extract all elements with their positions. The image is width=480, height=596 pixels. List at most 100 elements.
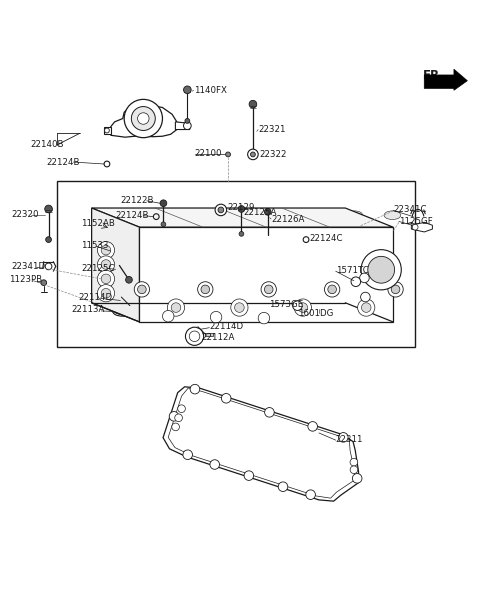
Circle shape — [391, 285, 400, 294]
Ellipse shape — [259, 217, 279, 228]
Circle shape — [189, 331, 200, 342]
Polygon shape — [175, 122, 190, 129]
Ellipse shape — [344, 240, 389, 272]
Circle shape — [134, 282, 150, 297]
Circle shape — [360, 273, 369, 283]
Bar — [184, 88, 190, 92]
Circle shape — [41, 280, 47, 285]
Bar — [57, 181, 415, 347]
Text: 22113A: 22113A — [72, 306, 105, 315]
Circle shape — [97, 241, 115, 259]
Ellipse shape — [213, 217, 233, 228]
Text: 22114D: 22114D — [78, 293, 112, 303]
Circle shape — [351, 277, 360, 287]
Circle shape — [172, 423, 180, 431]
Ellipse shape — [168, 217, 188, 228]
Ellipse shape — [170, 219, 185, 226]
Circle shape — [126, 277, 132, 283]
Circle shape — [101, 274, 111, 284]
Ellipse shape — [292, 236, 312, 247]
Text: 22129: 22129 — [227, 203, 254, 212]
Circle shape — [168, 299, 185, 316]
Circle shape — [124, 100, 162, 138]
Polygon shape — [140, 227, 393, 322]
Ellipse shape — [357, 249, 376, 263]
Polygon shape — [104, 127, 111, 134]
Circle shape — [278, 482, 288, 492]
Circle shape — [183, 122, 191, 129]
Ellipse shape — [349, 244, 384, 268]
Ellipse shape — [356, 236, 375, 247]
Circle shape — [160, 200, 167, 207]
Circle shape — [175, 414, 182, 421]
Ellipse shape — [307, 219, 322, 226]
Circle shape — [251, 152, 255, 157]
Circle shape — [261, 282, 276, 297]
Circle shape — [239, 231, 244, 236]
Ellipse shape — [297, 441, 333, 476]
Text: 22125C: 22125C — [81, 264, 115, 273]
Circle shape — [171, 303, 181, 312]
Text: 22311: 22311 — [336, 434, 363, 443]
Circle shape — [264, 209, 271, 215]
Circle shape — [218, 207, 224, 213]
Circle shape — [244, 471, 253, 480]
Ellipse shape — [209, 211, 226, 219]
Circle shape — [105, 128, 109, 133]
Text: 22112A: 22112A — [202, 333, 235, 342]
Text: 22114D: 22114D — [209, 322, 243, 331]
Circle shape — [368, 256, 395, 283]
Ellipse shape — [262, 219, 276, 226]
Text: 22124B: 22124B — [46, 157, 80, 166]
Ellipse shape — [216, 219, 230, 226]
Circle shape — [352, 474, 362, 483]
Circle shape — [132, 107, 156, 131]
Ellipse shape — [295, 238, 309, 245]
Circle shape — [138, 113, 149, 124]
Circle shape — [258, 312, 270, 324]
Circle shape — [185, 119, 190, 123]
Circle shape — [161, 222, 166, 226]
Circle shape — [308, 421, 317, 431]
Circle shape — [221, 393, 231, 403]
Circle shape — [298, 303, 308, 312]
Circle shape — [101, 260, 111, 269]
Circle shape — [101, 288, 111, 298]
Circle shape — [250, 151, 256, 157]
Circle shape — [210, 460, 219, 469]
Circle shape — [185, 327, 204, 346]
Circle shape — [226, 152, 230, 157]
Ellipse shape — [216, 240, 262, 272]
Circle shape — [169, 411, 179, 421]
Bar — [129, 304, 138, 306]
Ellipse shape — [350, 217, 370, 228]
Circle shape — [45, 205, 52, 213]
Circle shape — [264, 408, 274, 417]
Circle shape — [97, 270, 115, 287]
Text: 22122B: 22122B — [120, 196, 154, 206]
Ellipse shape — [292, 266, 312, 277]
Ellipse shape — [153, 240, 199, 272]
Ellipse shape — [159, 244, 193, 268]
Polygon shape — [92, 208, 393, 227]
Ellipse shape — [163, 211, 180, 219]
Text: 22341D: 22341D — [11, 262, 45, 271]
Circle shape — [238, 206, 245, 212]
Ellipse shape — [359, 238, 372, 245]
Ellipse shape — [356, 266, 375, 277]
Text: 1140FX: 1140FX — [193, 86, 227, 95]
Ellipse shape — [224, 417, 260, 452]
Text: 1601DG: 1601DG — [299, 309, 334, 318]
Ellipse shape — [229, 236, 248, 247]
Ellipse shape — [300, 211, 317, 219]
Circle shape — [190, 384, 200, 394]
Circle shape — [162, 311, 174, 322]
Ellipse shape — [280, 240, 325, 272]
Ellipse shape — [255, 211, 272, 219]
Text: 1125GF: 1125GF — [399, 217, 432, 226]
Circle shape — [46, 237, 51, 243]
Circle shape — [350, 466, 358, 474]
Ellipse shape — [295, 268, 309, 275]
Circle shape — [235, 303, 244, 312]
Circle shape — [294, 299, 312, 316]
